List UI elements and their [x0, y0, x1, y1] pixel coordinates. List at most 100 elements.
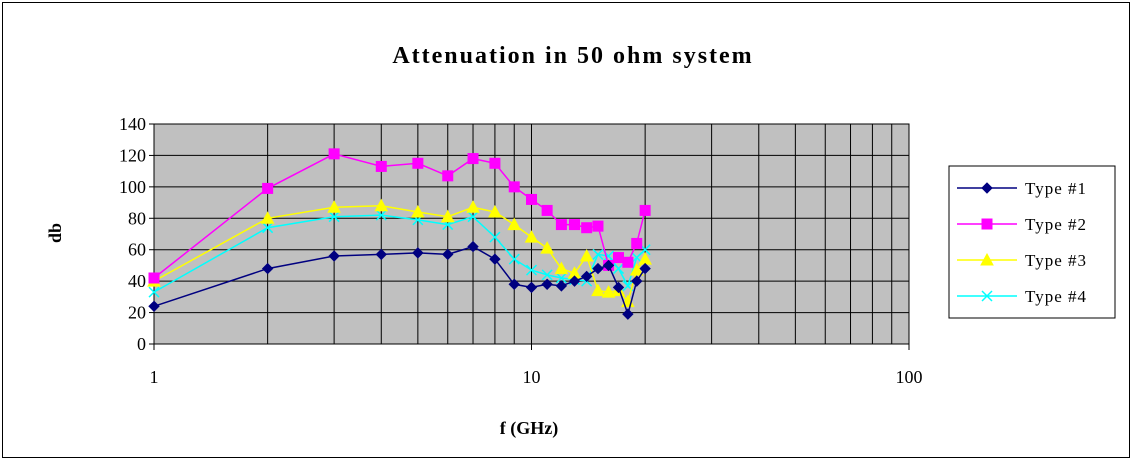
data-point-type-4 — [489, 231, 501, 243]
x-tick-label: 100 — [896, 367, 923, 387]
data-point-type-3 — [579, 248, 594, 262]
data-point-type-4 — [592, 248, 604, 260]
legend-label-type-2: Type #2 — [1025, 215, 1087, 234]
data-point-type-2 — [375, 160, 387, 172]
legend-label-type-3: Type #3 — [1025, 251, 1087, 270]
data-point-type-3 — [440, 209, 455, 223]
data-point-type-1 — [612, 281, 625, 294]
y-tick-label: 0 — [137, 334, 146, 354]
x-marker-stroke — [622, 280, 634, 292]
x-tick-label: 10 — [523, 367, 541, 387]
data-point-type-3 — [411, 204, 425, 218]
data-point-type-2 — [508, 181, 520, 193]
data-point-type-1 — [508, 278, 520, 290]
x-marker-stroke — [467, 211, 479, 223]
data-point-type-4 — [148, 286, 160, 298]
data-point-type-3 — [524, 230, 539, 243]
data-point-type-1 — [467, 240, 479, 253]
x-axis-label: f (GHz) — [500, 418, 558, 439]
data-point-type-2 — [639, 204, 651, 216]
data-point-type-1 — [442, 248, 454, 261]
legend-marker-type-3 — [980, 252, 994, 266]
x-marker-stroke — [508, 253, 520, 265]
data-point-type-4 — [375, 209, 387, 221]
x-marker-stroke — [612, 263, 625, 275]
data-point-type-3 — [374, 198, 389, 212]
data-point-type-1 — [525, 281, 538, 294]
data-point-type-1 — [602, 259, 615, 272]
legend-label-type-4: Type #4 — [1025, 287, 1087, 306]
x-marker-stroke — [525, 264, 538, 276]
data-point-type-2 — [467, 153, 479, 165]
data-point-type-2 — [412, 157, 424, 169]
legend-marker-type-1 — [981, 182, 993, 194]
y-tick-label: 120 — [119, 145, 146, 165]
data-point-type-2 — [631, 237, 643, 249]
x-marker-stroke — [639, 244, 651, 256]
data-point-type-2 — [148, 272, 160, 284]
data-point-type-3 — [601, 285, 616, 298]
data-point-type-1 — [568, 275, 581, 287]
data-point-type-2 — [489, 157, 501, 169]
data-point-type-3 — [554, 261, 569, 275]
data-point-type-1 — [631, 275, 643, 287]
data-point-type-4 — [508, 253, 520, 265]
data-point-type-2 — [541, 204, 553, 216]
plot-area: 0 20 40 60 80 100 120 140 1 10 100 — [119, 114, 923, 387]
series-type-1 — [148, 240, 651, 320]
data-point-type-2 — [622, 256, 634, 268]
x-marker-stroke — [541, 269, 553, 281]
data-point-type-1 — [148, 300, 160, 312]
data-point-type-2 — [555, 219, 567, 231]
data-point-type-1 — [622, 308, 634, 320]
data-point-type-4 — [525, 264, 538, 276]
data-point-type-2 — [262, 182, 274, 194]
data-point-type-3 — [466, 200, 480, 213]
x-marker-stroke — [262, 222, 274, 234]
chart-title: Attenuation in 50 ohm system — [392, 43, 753, 69]
x-marker-stroke — [328, 211, 340, 223]
data-point-type-2 — [592, 220, 604, 232]
x-marker-stroke — [603, 250, 615, 262]
y-axis-label: db — [45, 223, 65, 243]
data-point-type-1 — [555, 280, 568, 292]
x-marker-stroke — [981, 290, 993, 302]
data-point-type-3 — [488, 204, 502, 218]
data-point-type-1 — [639, 262, 651, 275]
data-point-type-2 — [581, 222, 593, 234]
data-point-type-1 — [375, 248, 387, 261]
data-point-type-2 — [569, 219, 581, 231]
x-marker-stroke — [592, 248, 604, 260]
plot-border — [153, 123, 910, 345]
data-point-type-2 — [526, 193, 537, 205]
data-point-type-4 — [328, 211, 340, 223]
legend-box — [948, 165, 1116, 319]
y-tick-label: 60 — [128, 240, 146, 260]
x-tick-label: 1 — [150, 367, 159, 387]
data-point-type-3 — [591, 283, 605, 297]
data-point-type-1 — [580, 270, 593, 283]
data-point-type-1 — [541, 278, 553, 290]
data-point-type-2 — [612, 252, 624, 264]
data-point-type-1 — [328, 250, 340, 262]
y-tick-label: 80 — [128, 208, 146, 228]
data-point-type-2 — [328, 148, 340, 160]
y-tick-label: 140 — [119, 114, 146, 134]
data-point-type-1 — [261, 262, 274, 275]
x-marker-stroke — [148, 286, 160, 298]
data-point-type-3 — [327, 200, 341, 213]
y-tick-label: 100 — [119, 177, 146, 197]
legend-label-type-1: Type #1 — [1025, 179, 1087, 198]
data-point-type-3 — [260, 211, 275, 224]
x-marker-stroke — [555, 272, 567, 284]
data-point-type-1 — [592, 262, 604, 275]
data-point-type-3 — [507, 217, 522, 231]
legend: Type #1 Type #2 Type #3 Type #4 — [948, 165, 1116, 319]
data-point-type-4 — [555, 272, 567, 284]
data-point-type-4 — [541, 269, 553, 281]
y-tick-label: 20 — [128, 303, 146, 323]
data-point-type-1 — [412, 247, 424, 259]
legend-marker-type-2 — [981, 218, 993, 230]
chart-svg: Attenuation in 50 ohm system db f (GHz) … — [45, 43, 1116, 439]
